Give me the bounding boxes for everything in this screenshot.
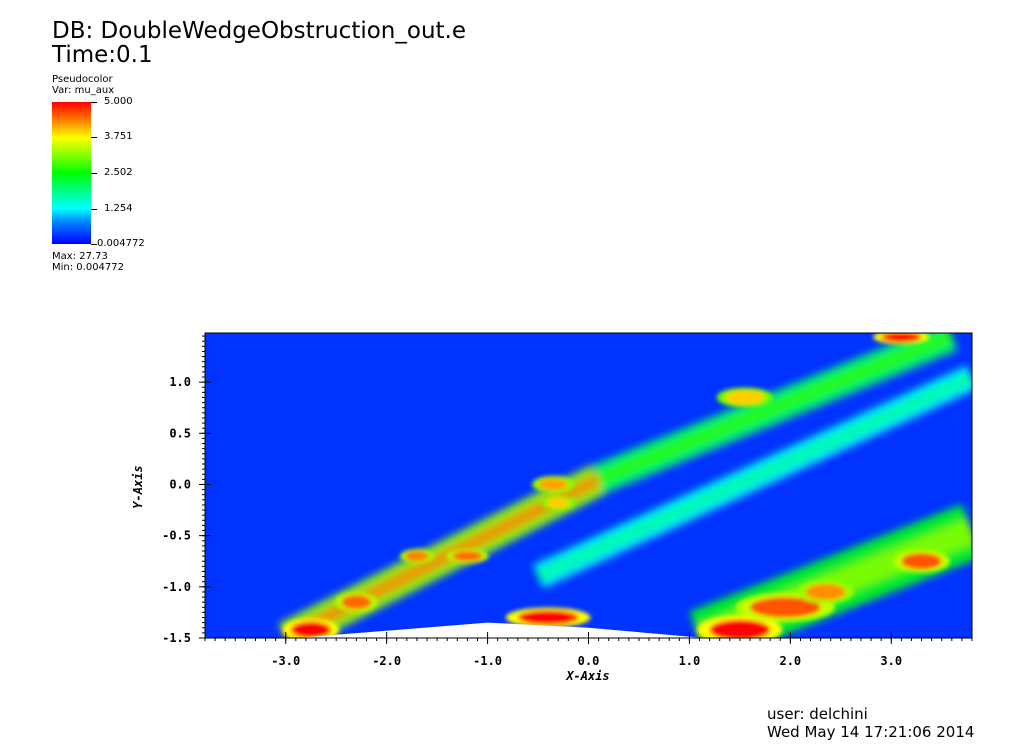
hot-spots: [282, 333, 950, 638]
hot-spot: [881, 333, 922, 343]
time-label: Time:0.1: [52, 42, 153, 68]
x-tick-label: 2.0: [779, 654, 801, 668]
colorbar-tick: [91, 173, 97, 174]
legend-variable: Var: mu_aux: [52, 85, 115, 96]
y-tick-label: 1.0: [169, 375, 191, 389]
x-tick-label: 0.0: [578, 654, 600, 668]
legend-max-value: Max: 27.73: [52, 251, 108, 262]
colorbar-label: 1.254: [104, 203, 133, 214]
hot-spot: [724, 390, 766, 405]
hot-spot: [452, 551, 483, 562]
user-label: user: delchini: [767, 705, 868, 723]
x-tick-label: 3.0: [880, 654, 902, 668]
hot-spot: [805, 583, 846, 601]
colorbar-label: 3.751: [104, 131, 133, 142]
hot-spot: [290, 621, 332, 638]
colorbar-label: 2.502: [104, 167, 133, 178]
shock-band-core: [535, 371, 972, 582]
colorbar-label-min: 0.004772: [97, 238, 145, 249]
y-tick-label: -1.0: [162, 580, 191, 594]
y-axis-title: Y-Axis: [131, 465, 145, 508]
pseudocolor-field: [205, 333, 972, 638]
hot-spot: [749, 597, 821, 618]
hot-spot: [538, 478, 569, 491]
x-tick-label: -3.0: [271, 654, 300, 668]
y-tick-label: 0.0: [169, 477, 191, 491]
colorbar-tick: [91, 137, 97, 138]
hot-spot: [709, 619, 771, 638]
wedge-obstruction: [205, 622, 972, 638]
hot-spot: [404, 551, 430, 562]
y-tick-label: 0.5: [169, 426, 191, 440]
colorbar-tick: [91, 209, 97, 210]
legend-min-value: Min: 0.004772: [52, 262, 125, 273]
hot-spot: [546, 497, 571, 509]
hot-spot: [517, 610, 579, 625]
database-title: DB: DoubleWedgeObstruction_out.e: [52, 18, 467, 44]
shock-band-core: [596, 333, 955, 486]
x-axis-title: X-Axis: [565, 669, 609, 683]
x-tick-label: -1.0: [473, 654, 502, 668]
y-tick-label: -0.5: [162, 529, 191, 543]
date-label: Wed May 14 17:21:06 2014: [767, 723, 975, 741]
colorbar-tick: [91, 102, 97, 103]
y-tick-label: -1.5: [162, 631, 191, 645]
hot-spot: [341, 595, 372, 610]
x-tick-label: -2.0: [372, 654, 401, 668]
axes: -3.0 -2.0 -1.0 0.0 1.0 2.0 3.0 -1.5 -1.0 -0.5 0.0 0…: [162, 335, 973, 668]
hot-spot: [901, 553, 942, 570]
colorbar-label-max: 5.000: [104, 96, 133, 107]
colorbar-tick: [91, 244, 97, 245]
legend-plot-type: Pseudocolor: [52, 74, 113, 85]
x-tick-label: 1.0: [679, 654, 701, 668]
colorbar: [52, 102, 91, 244]
